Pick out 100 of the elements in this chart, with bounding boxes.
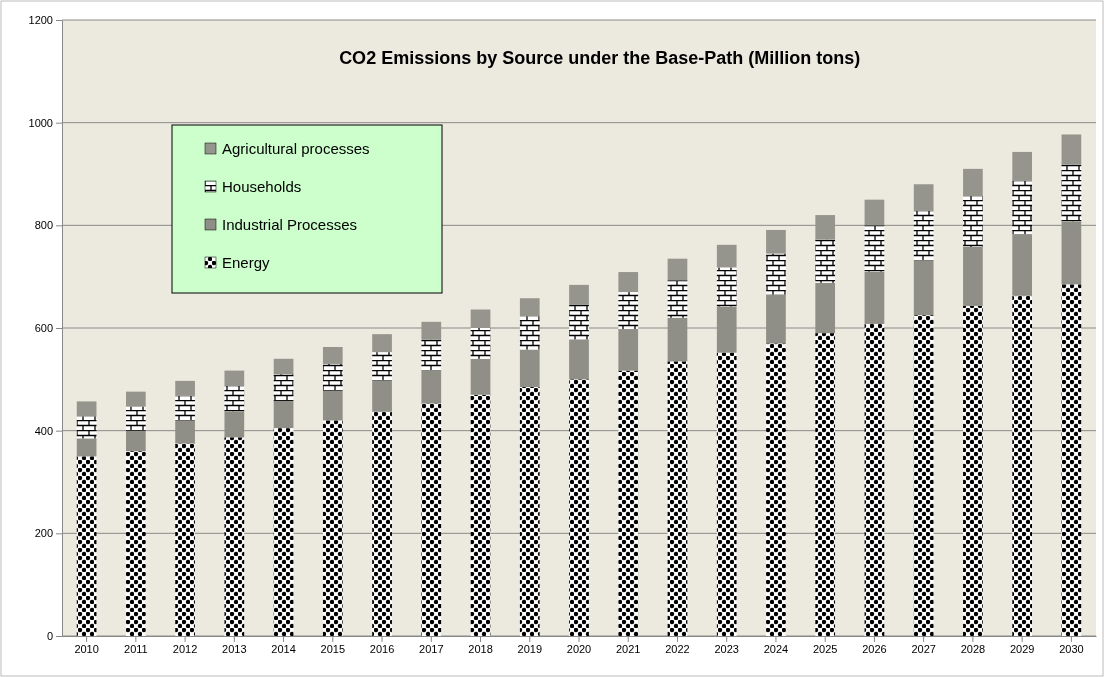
bar bbox=[421, 339, 442, 371]
bar bbox=[766, 229, 786, 254]
bar bbox=[175, 380, 195, 396]
bar bbox=[913, 260, 934, 316]
x-tick-label: 2026 bbox=[862, 642, 887, 655]
bar bbox=[126, 406, 146, 431]
x-tick-label: 2023 bbox=[714, 642, 739, 655]
x-tick-label: 2027 bbox=[911, 642, 936, 655]
bar bbox=[913, 210, 934, 261]
bar bbox=[716, 244, 737, 268]
bar bbox=[175, 443, 195, 636]
bar bbox=[618, 272, 639, 293]
bar bbox=[224, 437, 245, 636]
legend-label: Households bbox=[222, 178, 302, 195]
legend-label: Agricultural processes bbox=[222, 140, 370, 157]
bar bbox=[372, 352, 392, 381]
x-tick-label: 2011 bbox=[124, 642, 148, 655]
bar bbox=[273, 428, 294, 636]
bar bbox=[1012, 151, 1032, 181]
bar bbox=[716, 352, 737, 636]
bar bbox=[224, 370, 245, 387]
x-tick-label: 2014 bbox=[271, 642, 296, 655]
bar bbox=[667, 361, 688, 636]
bar bbox=[126, 451, 146, 636]
bar bbox=[864, 225, 885, 272]
bar bbox=[569, 339, 589, 380]
bar bbox=[126, 391, 146, 407]
bar bbox=[519, 298, 540, 317]
bar bbox=[322, 420, 343, 636]
bar bbox=[716, 267, 737, 307]
bar bbox=[76, 401, 97, 417]
bar bbox=[963, 168, 983, 197]
bar bbox=[175, 395, 195, 421]
bar bbox=[273, 374, 294, 401]
bar bbox=[470, 328, 491, 359]
y-tick-label: 200 bbox=[34, 527, 53, 540]
x-tick-label: 2016 bbox=[369, 642, 395, 655]
bar bbox=[1012, 295, 1032, 636]
x-tick-label: 2030 bbox=[1059, 642, 1084, 655]
x-tick-label: 2022 bbox=[665, 642, 690, 655]
bar bbox=[667, 280, 688, 318]
bar bbox=[864, 323, 885, 636]
x-tick-label: 2028 bbox=[960, 642, 986, 655]
bar bbox=[470, 394, 491, 636]
x-tick-label: 2019 bbox=[517, 642, 542, 655]
bar bbox=[667, 258, 688, 281]
bar bbox=[864, 199, 885, 226]
bar bbox=[372, 380, 392, 412]
bar bbox=[618, 329, 639, 371]
bar bbox=[273, 400, 294, 429]
bar bbox=[470, 358, 491, 395]
bar bbox=[618, 370, 639, 636]
x-tick-label: 2021 bbox=[616, 642, 641, 655]
x-tick-label: 2024 bbox=[763, 642, 789, 655]
y-tick-label: 400 bbox=[34, 424, 53, 437]
y-tick-label: 1000 bbox=[28, 116, 53, 129]
legend-label: Industrial Processes bbox=[222, 216, 358, 233]
bar bbox=[1061, 134, 1082, 165]
bar bbox=[913, 184, 934, 211]
x-tick-label: 2018 bbox=[468, 642, 493, 655]
bar bbox=[569, 304, 589, 340]
bar bbox=[421, 370, 442, 404]
bar bbox=[569, 284, 589, 305]
bar bbox=[1012, 180, 1032, 235]
bar bbox=[1061, 284, 1082, 636]
bar bbox=[273, 358, 294, 375]
text: CO2 Emissions by Source under the Base-Path (Million tons) bbox=[339, 48, 861, 68]
bar bbox=[421, 403, 442, 636]
bar bbox=[224, 386, 245, 412]
bar bbox=[913, 315, 934, 636]
bar bbox=[766, 343, 786, 636]
x-tick-label: 2012 bbox=[172, 642, 198, 655]
bar bbox=[766, 253, 786, 295]
x-tick-label: 2010 bbox=[74, 642, 99, 655]
x-tick-label: 2017 bbox=[419, 642, 444, 655]
bar bbox=[963, 246, 983, 306]
bar bbox=[322, 363, 343, 391]
bar bbox=[76, 456, 97, 636]
y-tick-label: 600 bbox=[34, 322, 53, 335]
bar bbox=[372, 411, 392, 636]
bar bbox=[618, 292, 639, 330]
bar bbox=[569, 379, 589, 636]
bar bbox=[76, 438, 97, 457]
legend-label: Energy bbox=[222, 254, 271, 271]
bar bbox=[76, 416, 97, 439]
y-tick-label: 1200 bbox=[28, 14, 53, 27]
bar bbox=[815, 333, 836, 636]
bar bbox=[322, 346, 343, 364]
bar bbox=[126, 430, 146, 452]
bar bbox=[519, 316, 540, 350]
x-tick-label: 2020 bbox=[566, 642, 592, 655]
y-tick-label: 0 bbox=[46, 630, 53, 643]
bar bbox=[322, 390, 343, 421]
bar bbox=[963, 305, 983, 636]
bar bbox=[864, 271, 885, 324]
x-tick-label: 2013 bbox=[222, 642, 247, 655]
bar bbox=[372, 334, 392, 353]
bar bbox=[519, 387, 540, 636]
y-tick-label: 800 bbox=[34, 219, 53, 232]
bar bbox=[1012, 234, 1032, 296]
